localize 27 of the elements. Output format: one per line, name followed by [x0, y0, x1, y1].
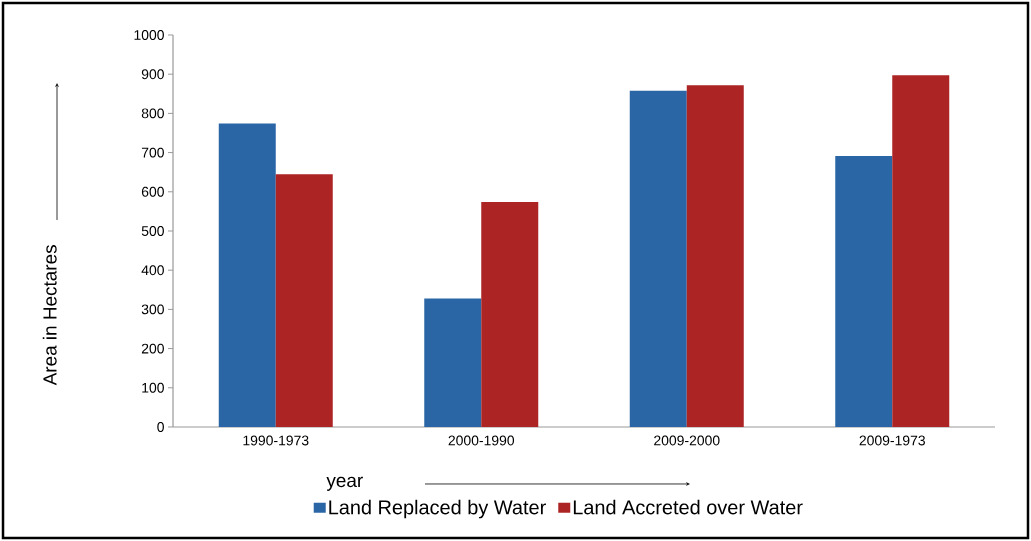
- y-tick-label: 0: [157, 422, 164, 432]
- y-tick-label: 600: [141, 186, 164, 197]
- x-tick-label: 1990-1973: [243, 435, 309, 446]
- y-tick-label: 800: [141, 108, 164, 119]
- y-tick-label: 700: [141, 147, 164, 158]
- bar: [275, 174, 333, 427]
- y-axis-title: Area in Hectares: [42, 245, 57, 386]
- y-tick-label: 100: [142, 382, 164, 393]
- bar: [424, 298, 482, 427]
- x-tick-label: 2000-1990: [448, 435, 515, 446]
- legend-label: Land Replaced by Water: [329, 499, 546, 519]
- bar: [892, 75, 950, 427]
- y-tick-label: 500: [141, 226, 164, 236]
- bar: [835, 156, 893, 427]
- y-tick-label: 300: [141, 304, 164, 315]
- x-tick-label: 2009-2000: [654, 435, 720, 446]
- y-tick-label: 200: [141, 343, 164, 354]
- y-tick-label: 1000: [134, 30, 164, 40]
- y-tick-label: 400: [141, 265, 164, 276]
- x-tick-label: 2009-1973: [859, 435, 925, 446]
- legend-label: Land Accreted over Water: [573, 499, 803, 515]
- bar: [481, 201, 539, 427]
- bar: [686, 85, 744, 427]
- bar: [629, 90, 687, 427]
- y-tick-label: 900: [141, 69, 164, 80]
- x-axis-title: year: [326, 476, 363, 491]
- bar: [218, 123, 276, 427]
